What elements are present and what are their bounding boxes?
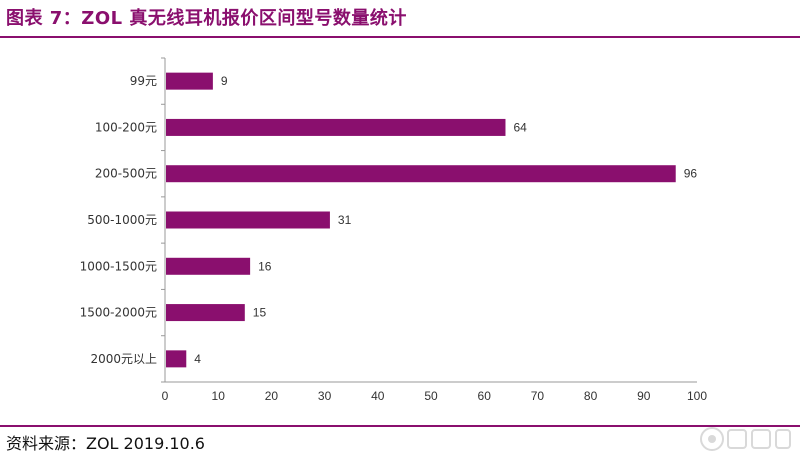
x-tick-label: 100 <box>687 389 707 403</box>
x-tick-label: 30 <box>318 389 332 403</box>
x-tick-label: 80 <box>584 389 598 403</box>
x-tick-label: 70 <box>531 389 545 403</box>
bar <box>166 304 245 322</box>
bar <box>166 350 187 368</box>
source-divider <box>0 425 800 427</box>
bar-chart: 99元 9 100-200元 64 200-500元 96 500-1000元 31 1000-… <box>80 57 707 403</box>
bar <box>166 118 506 136</box>
x-tick-label: 90 <box>637 389 651 403</box>
bar <box>166 72 213 90</box>
title-divider <box>0 36 800 38</box>
x-axis: 0 10 20 30 40 50 60 70 80 90 100 <box>161 57 707 403</box>
source-note: 资料来源：ZOL 2019.10.6 <box>6 434 205 453</box>
data-label: 96 <box>684 167 698 181</box>
category-label: 200-500元 <box>95 167 157 181</box>
x-tick-label: 60 <box>478 389 492 403</box>
data-label: 16 <box>258 259 272 273</box>
bar <box>166 211 330 229</box>
data-label: 64 <box>513 120 527 134</box>
data-label: 15 <box>253 306 267 320</box>
bar <box>166 257 251 275</box>
x-tick-label: 20 <box>265 389 279 403</box>
x-tick-label: 50 <box>424 389 438 403</box>
chart-title: 图表 7：ZOL 真无线耳机报价区间型号数量统计 <box>6 8 407 29</box>
category-label: 1500-2000元 <box>80 306 157 320</box>
x-tick-label: 40 <box>371 389 385 403</box>
category-label: 1000-1500元 <box>80 259 157 273</box>
category-label: 100-200元 <box>95 120 157 134</box>
data-label: 31 <box>338 213 352 227</box>
category-label: 99元 <box>130 74 157 88</box>
category-label: 500-1000元 <box>87 213 157 227</box>
data-label: 4 <box>194 352 201 366</box>
x-tick-label: 10 <box>212 389 226 403</box>
bars-layer: 99元 9 100-200元 64 200-500元 96 500-1000元 31 1000-… <box>80 72 698 368</box>
data-label: 9 <box>221 74 228 88</box>
category-label: 2000元以上 <box>90 352 157 366</box>
x-tick-label: 0 <box>162 389 169 403</box>
bar <box>166 165 676 183</box>
watermark-logo <box>700 427 791 451</box>
